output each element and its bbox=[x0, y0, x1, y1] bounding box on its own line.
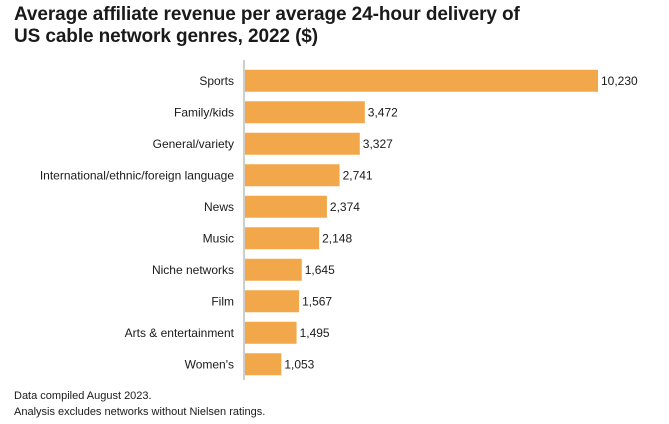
category-label-6: Niche networks bbox=[152, 263, 234, 277]
bar-0 bbox=[245, 69, 598, 92]
category-label-2: General/variety bbox=[153, 137, 234, 151]
category-label-0: Sports bbox=[199, 74, 234, 88]
category-label-7: Film bbox=[211, 294, 234, 308]
chart-title: Average affiliate revenue per average 24… bbox=[14, 4, 614, 48]
footnotes: Data compiled August 2023. Analysis excl… bbox=[14, 388, 265, 420]
bar-7 bbox=[245, 290, 300, 313]
bar-4 bbox=[245, 195, 327, 218]
footnote-compiled: Data compiled August 2023. bbox=[14, 390, 152, 402]
bars-layer: Sports 10,230 Family/kids 3,472 General/vari… bbox=[40, 69, 638, 376]
bar-9 bbox=[245, 353, 282, 376]
value-label-3: 2,741 bbox=[343, 168, 373, 182]
bar-8 bbox=[245, 321, 297, 344]
value-label-2: 3,327 bbox=[363, 137, 393, 151]
value-label-6: 1,645 bbox=[305, 263, 335, 277]
bar-1 bbox=[245, 101, 365, 124]
value-label-4: 2,374 bbox=[330, 200, 360, 214]
category-label-9: Women's bbox=[185, 357, 234, 371]
bar-6 bbox=[245, 258, 302, 281]
bar-3 bbox=[245, 164, 340, 187]
bar-2 bbox=[245, 132, 360, 155]
value-label-8: 1,495 bbox=[300, 326, 330, 340]
bar-5 bbox=[245, 227, 320, 250]
category-label-1: Family/kids bbox=[174, 105, 234, 119]
category-label-5: Music bbox=[203, 231, 234, 245]
value-label-7: 1,567 bbox=[302, 294, 332, 308]
category-label-4: News bbox=[204, 200, 234, 214]
value-label-0: 10,230 bbox=[601, 74, 638, 88]
value-label-1: 3,472 bbox=[368, 105, 398, 119]
category-label-8: Arts & entertainment bbox=[125, 326, 235, 340]
footnote-exclusion: Analysis excludes networks without Niels… bbox=[14, 406, 266, 418]
value-label-5: 2,148 bbox=[322, 231, 352, 245]
value-label-9: 1,053 bbox=[284, 357, 314, 371]
chart-title-line-2: US cable network genres, 2022 ($) bbox=[14, 26, 318, 47]
category-label-3: International/ethnic/foreign language bbox=[40, 168, 234, 182]
chart-title-line-1: Average affiliate revenue per average 24… bbox=[14, 4, 520, 25]
